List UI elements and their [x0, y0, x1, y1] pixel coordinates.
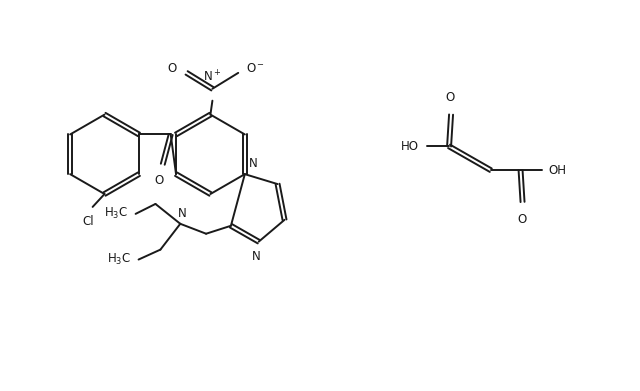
Text: HO: HO: [401, 140, 419, 153]
Text: N: N: [252, 249, 261, 263]
Text: O: O: [168, 63, 177, 75]
Text: N$^+$: N$^+$: [203, 70, 221, 85]
Text: O: O: [445, 91, 454, 104]
Text: H$_3$C: H$_3$C: [104, 206, 127, 221]
Text: Cl: Cl: [83, 215, 95, 228]
Text: N: N: [249, 157, 257, 170]
Text: O: O: [154, 174, 163, 187]
Text: N: N: [178, 207, 187, 220]
Text: H$_3$C: H$_3$C: [106, 252, 131, 267]
Text: OH: OH: [548, 164, 566, 177]
Text: O: O: [517, 213, 526, 226]
Text: O$^-$: O$^-$: [246, 63, 265, 75]
